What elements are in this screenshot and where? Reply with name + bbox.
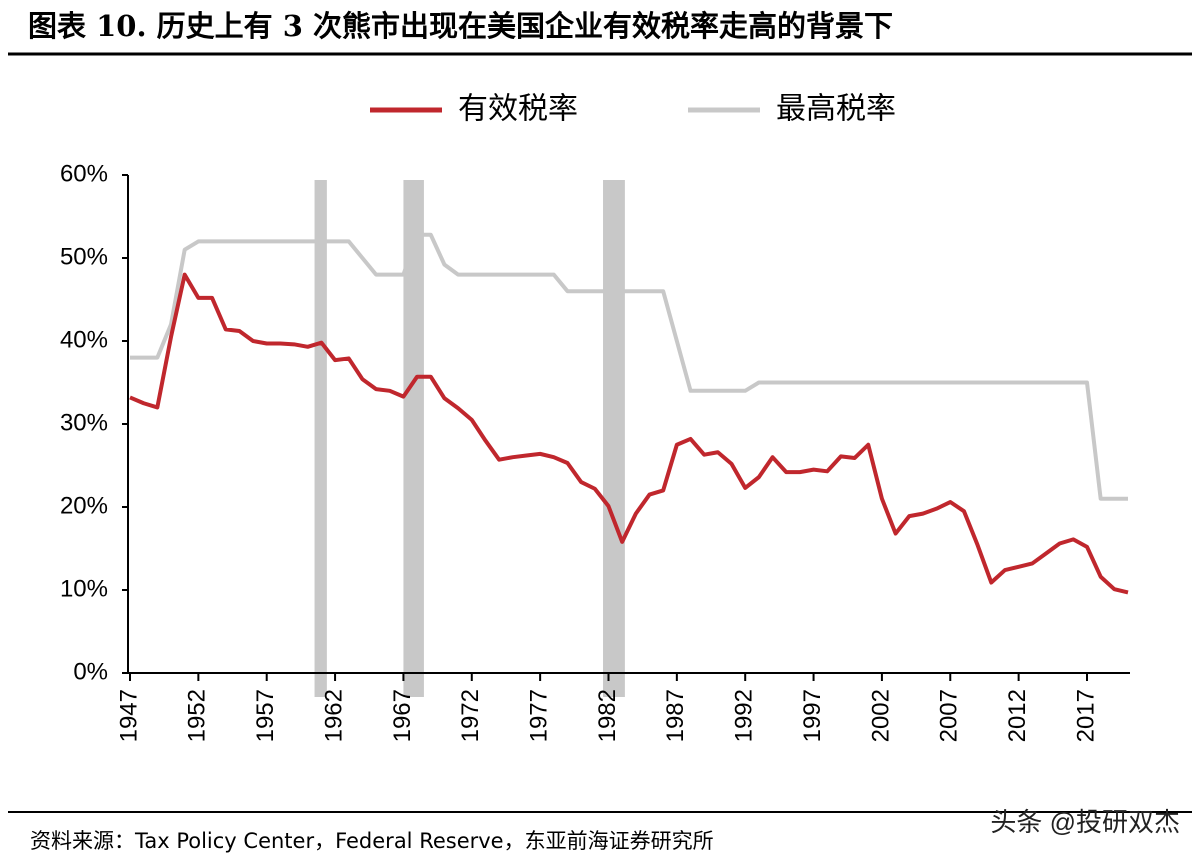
x-tick-label: 1952 xyxy=(184,689,211,742)
y-tick-label: 10% xyxy=(60,575,108,602)
x-tick-label: 1957 xyxy=(252,689,279,742)
source: 资料来源：Tax Policy Center，Federal Reserve，东… xyxy=(30,829,714,853)
shaded-period xyxy=(314,180,327,697)
x-tick-label: 2002 xyxy=(867,689,894,742)
legend-label: 最高税率 xyxy=(776,92,896,127)
y-tick-label: 30% xyxy=(60,409,108,436)
series-line xyxy=(130,232,1128,501)
x-tick-label: 2017 xyxy=(1072,689,1099,742)
chart-title: 图表 10. 历史上有 3 次熊市出现在美国企业有效税率走高的背景下 xyxy=(28,9,893,43)
x-tick-label: 2012 xyxy=(1004,689,1031,742)
x-tick-label: 1997 xyxy=(799,689,826,742)
x-tick-label: 2007 xyxy=(936,689,963,742)
x-tick-label: 1982 xyxy=(594,689,621,742)
x-tick-label: 1987 xyxy=(662,689,689,742)
y-tick-label: 60% xyxy=(60,160,108,187)
series-line xyxy=(129,272,1129,595)
x-tick-label: 1962 xyxy=(320,689,347,742)
y-tick-label: 40% xyxy=(60,326,108,353)
shaded-period xyxy=(403,180,424,697)
legend-label: 有效税率 xyxy=(458,92,578,127)
y-tick-label: 20% xyxy=(60,492,108,519)
x-tick-label: 1992 xyxy=(731,689,758,742)
shaded-period xyxy=(603,180,625,697)
x-tick-label: 1947 xyxy=(115,689,142,742)
x-tick-label: 1967 xyxy=(389,689,416,742)
y-tick-label: 0% xyxy=(73,658,108,685)
watermark: 头条 @投研双杰 xyxy=(990,807,1180,837)
y-tick-label: 50% xyxy=(60,243,108,270)
x-tick-label: 1977 xyxy=(525,689,552,742)
x-tick-label: 1972 xyxy=(457,689,484,742)
